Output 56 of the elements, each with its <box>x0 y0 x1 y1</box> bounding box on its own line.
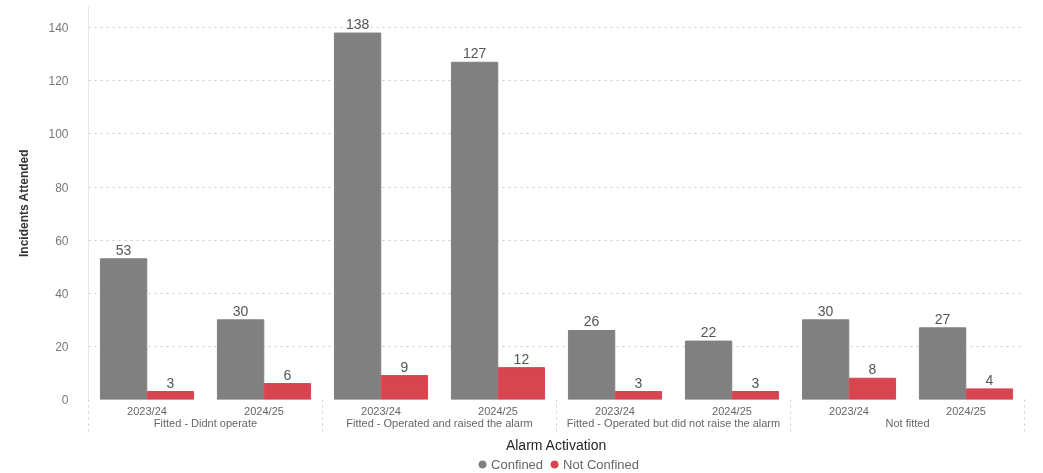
legend-label: Not Confined <box>563 456 639 472</box>
data-label: 3 <box>166 374 175 391</box>
data-label: 26 <box>583 313 600 330</box>
y-tick-label: 0 <box>61 393 69 407</box>
category-label: Not fitted <box>885 416 930 429</box>
y-tick-label: 80 <box>55 180 69 195</box>
data-label: 3 <box>634 374 643 391</box>
y-tick-label: 60 <box>55 233 69 248</box>
bar <box>333 32 382 400</box>
data-label: 53 <box>115 241 132 258</box>
bar <box>731 391 780 400</box>
y-axis-title: Incidents Attended <box>17 149 32 257</box>
bar <box>614 391 663 400</box>
category-label: 2024/25 <box>244 404 284 417</box>
category-label: 2023/24 <box>127 404 167 417</box>
data-label: 30 <box>817 302 834 319</box>
bar <box>848 377 897 400</box>
bar <box>801 319 850 400</box>
bar <box>450 61 499 400</box>
y-tick-label: 140 <box>48 21 69 36</box>
y-tick-label: 40 <box>55 286 69 301</box>
category-label: 2023/24 <box>829 404 869 417</box>
data-label: 3 <box>751 374 760 391</box>
category-label: Fitted - Operated but did not raise the alarm <box>566 416 781 429</box>
bar <box>380 375 429 400</box>
category-label: 2024/25 <box>946 404 986 417</box>
data-label: 127 <box>462 45 487 62</box>
bar <box>146 391 195 400</box>
y-tick-label: 120 <box>48 74 69 89</box>
category-label: 2024/25 <box>478 404 518 417</box>
bar <box>497 367 546 400</box>
bar <box>684 340 733 400</box>
category-label: 2024/25 <box>712 404 752 417</box>
data-label: 138 <box>345 16 370 33</box>
data-label: 9 <box>400 358 409 375</box>
legend-label: Confined <box>491 456 544 472</box>
bar <box>263 383 312 400</box>
y-tick-label: 100 <box>48 127 69 142</box>
x-axis-title: Alarm Activation <box>505 436 607 453</box>
bar <box>99 258 148 400</box>
category-label: Fitted - Operated and raised the alarm <box>346 416 533 429</box>
category-label: Fitted - Didnt operate <box>153 416 258 429</box>
bar <box>965 388 1014 400</box>
data-label: 8 <box>868 361 877 378</box>
bar <box>567 329 616 400</box>
data-label: 6 <box>283 366 292 383</box>
data-label: 22 <box>700 324 717 341</box>
category-label: 2023/24 <box>595 404 635 417</box>
bar <box>216 319 265 400</box>
data-label: 30 <box>232 302 249 319</box>
y-tick-label: 20 <box>55 339 69 354</box>
data-label: 27 <box>934 310 951 327</box>
bar <box>918 327 967 400</box>
category-label: 2023/24 <box>361 404 401 417</box>
data-label: 4 <box>985 371 994 388</box>
data-label: 12 <box>513 350 530 367</box>
